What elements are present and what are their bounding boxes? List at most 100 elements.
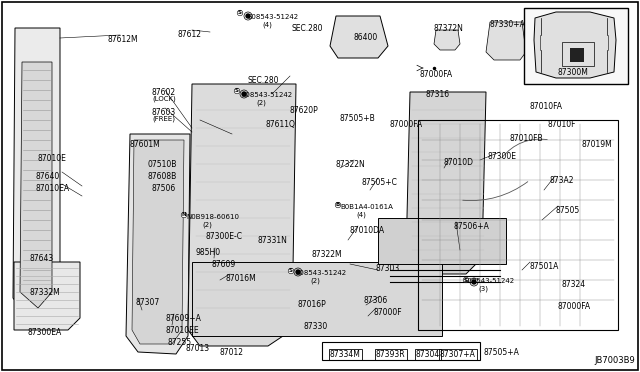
Text: 87330: 87330	[304, 322, 328, 331]
Text: 87300M: 87300M	[558, 68, 589, 77]
Text: 87603: 87603	[152, 108, 176, 117]
Text: 87602: 87602	[152, 88, 176, 97]
Text: SEC.280: SEC.280	[292, 24, 323, 33]
Text: 87505+C: 87505+C	[362, 178, 398, 187]
Text: (2): (2)	[256, 100, 266, 106]
Text: 87506+A: 87506+A	[454, 222, 490, 231]
Text: 87505+A: 87505+A	[484, 348, 520, 357]
Text: 87505+B: 87505+B	[340, 114, 376, 123]
Bar	[562, 42, 594, 66]
Polygon shape	[126, 134, 190, 354]
Polygon shape	[330, 16, 388, 58]
Text: 87010F: 87010F	[548, 120, 577, 129]
Text: B0B1A4-0161A: B0B1A4-0161A	[340, 204, 393, 210]
Text: SEC.280: SEC.280	[248, 76, 280, 85]
Text: S08543-51242: S08543-51242	[464, 278, 515, 284]
Text: 985H0: 985H0	[196, 248, 221, 257]
Polygon shape	[132, 140, 184, 344]
Text: (3): (3)	[478, 286, 488, 292]
Text: B: B	[336, 202, 340, 208]
Polygon shape	[14, 262, 80, 330]
Text: 87255: 87255	[168, 338, 192, 347]
Text: 87640: 87640	[36, 172, 60, 181]
Text: 87016P: 87016P	[298, 300, 327, 309]
Text: S08543-51242: S08543-51242	[248, 14, 299, 20]
Text: 87306: 87306	[364, 296, 388, 305]
Text: 87332M: 87332M	[30, 288, 61, 297]
Bar	[524, 8, 628, 84]
Text: 87612: 87612	[178, 30, 202, 39]
Text: 87322N: 87322N	[336, 160, 365, 169]
Text: 87010EA: 87010EA	[36, 184, 70, 193]
Text: 87372N: 87372N	[433, 24, 463, 33]
Text: 87010DA: 87010DA	[350, 226, 385, 235]
Polygon shape	[13, 28, 60, 320]
Bar	[418, 120, 618, 330]
Circle shape	[246, 14, 250, 18]
Text: 87010FA: 87010FA	[530, 102, 563, 111]
Text: 87012: 87012	[220, 348, 244, 357]
Text: 87010FB: 87010FB	[510, 134, 543, 143]
Text: 87609: 87609	[212, 260, 236, 269]
Bar	[570, 48, 584, 62]
Polygon shape	[534, 12, 616, 78]
Text: 87334M: 87334M	[330, 350, 361, 359]
Text: 87609+A: 87609+A	[166, 314, 202, 323]
Text: 87322M: 87322M	[312, 250, 342, 259]
Text: 87501A: 87501A	[530, 262, 559, 271]
Text: (FREE): (FREE)	[152, 116, 175, 122]
Text: S: S	[289, 269, 293, 273]
Text: 87307+A: 87307+A	[440, 350, 476, 359]
Polygon shape	[188, 84, 296, 346]
Text: S: S	[235, 89, 239, 93]
Text: 87000FA: 87000FA	[390, 120, 423, 129]
Text: 87324: 87324	[562, 280, 586, 289]
Text: 87016M: 87016M	[226, 274, 257, 283]
Text: 87506: 87506	[152, 184, 176, 193]
Text: JB7003B9: JB7003B9	[594, 356, 635, 365]
Text: 87608B: 87608B	[148, 172, 177, 181]
Text: 87000FA: 87000FA	[557, 302, 590, 311]
Text: S: S	[238, 10, 242, 16]
Text: 07510B: 07510B	[148, 160, 177, 169]
Polygon shape	[378, 218, 506, 264]
Text: 87620P: 87620P	[290, 106, 319, 115]
Text: (2): (2)	[202, 222, 212, 228]
Text: S08543-51242: S08543-51242	[242, 92, 293, 98]
Polygon shape	[406, 92, 486, 274]
Bar	[322, 342, 480, 360]
Circle shape	[472, 280, 476, 284]
Text: 87307: 87307	[136, 298, 160, 307]
Text: N0B918-60610: N0B918-60610	[186, 214, 239, 220]
Text: 87505: 87505	[556, 206, 580, 215]
Circle shape	[296, 270, 300, 274]
Text: N: N	[182, 212, 186, 218]
Circle shape	[242, 92, 246, 96]
Text: 87000F: 87000F	[374, 308, 403, 317]
Text: 86400: 86400	[353, 33, 377, 42]
Polygon shape	[20, 62, 52, 308]
Text: 87611Q: 87611Q	[266, 120, 296, 129]
Text: 87300E-C: 87300E-C	[206, 232, 243, 241]
Text: 87300EA: 87300EA	[28, 328, 62, 337]
Text: (4): (4)	[356, 212, 366, 218]
Text: 87010E: 87010E	[38, 154, 67, 163]
Text: 87000FA: 87000FA	[420, 70, 453, 79]
Polygon shape	[192, 262, 442, 336]
Text: 87331N: 87331N	[258, 236, 288, 245]
Polygon shape	[434, 30, 460, 50]
Text: 87601M: 87601M	[130, 140, 161, 149]
Text: S: S	[464, 278, 468, 282]
Text: 87010D: 87010D	[444, 158, 474, 167]
Text: 87303: 87303	[376, 264, 400, 273]
Text: 87304: 87304	[416, 350, 440, 359]
Text: 87316: 87316	[425, 90, 449, 99]
Text: 87010EE: 87010EE	[166, 326, 200, 335]
Text: 87013: 87013	[185, 344, 209, 353]
Text: 87300E: 87300E	[488, 152, 517, 161]
Text: 873A2: 873A2	[549, 176, 573, 185]
Text: 87393R: 87393R	[376, 350, 406, 359]
Text: 87612M: 87612M	[108, 35, 139, 44]
Text: (4): (4)	[262, 22, 272, 29]
Text: 87643: 87643	[30, 254, 54, 263]
